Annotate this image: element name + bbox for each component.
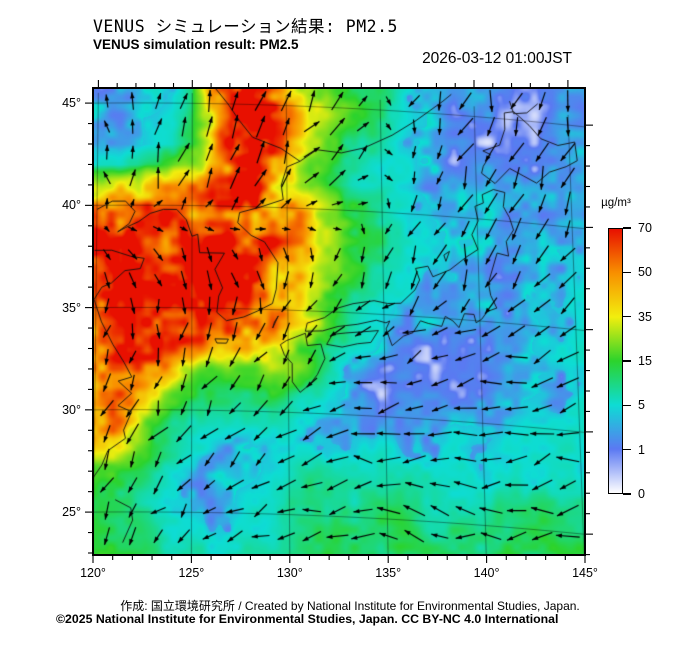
- colorbar-tick: [623, 448, 631, 451]
- pm25-concentration-wind-canvas: [93, 88, 585, 555]
- colorbar-tick: [623, 404, 631, 407]
- lon-tick-label: 140°: [473, 566, 500, 580]
- colorbar-tick-label: 0: [638, 487, 645, 501]
- lat-tick-label: 30°: [62, 402, 81, 417]
- lat-tick-label: 25°: [62, 505, 81, 520]
- lon-tick-label: 145°: [572, 566, 598, 580]
- lat-tick-label: 40°: [62, 198, 81, 213]
- colorbar-tick-label: 1: [638, 442, 645, 457]
- lon-tick-label: 120°: [80, 566, 106, 580]
- copyright-line: ©2025 National Institute for Environment…: [56, 612, 559, 626]
- colorbar-tick-label: 5: [638, 398, 645, 413]
- pm25-map: [93, 88, 585, 555]
- page-title-japanese: VENUS シミュレーション結果: PM2.5: [93, 17, 398, 36]
- colorbar-tick-label: 15: [638, 354, 652, 368]
- lon-tick-label: 130°: [276, 566, 303, 580]
- colorbar-tick-label: 70: [638, 221, 652, 235]
- colorbar-tick-label: 50: [638, 265, 652, 280]
- colorbar-tick: [623, 315, 631, 318]
- lat-tick-label: 35°: [62, 300, 81, 315]
- lon-tick-label: 135°: [375, 566, 402, 580]
- colorbar-tick-label: 35: [638, 309, 652, 324]
- credit-line: 作成: 国立環境研究所 / Created by National Instit…: [120, 599, 580, 613]
- lon-tick-label: 125°: [178, 566, 205, 580]
- colorbar-unit-label: µg/m³: [601, 197, 631, 209]
- forecast-timestamp: 2026-03-12 01:00JST: [422, 50, 572, 67]
- colorbar-tick: [623, 493, 631, 495]
- colorbar-tick: [623, 271, 631, 274]
- colorbar-tick: [623, 227, 631, 229]
- page-title-english: VENUS simulation result: PM2.5: [93, 37, 299, 52]
- colorbar-tick: [623, 360, 631, 362]
- colorbar-gradient: [608, 228, 623, 494]
- lat-tick-label: 45°: [62, 96, 81, 111]
